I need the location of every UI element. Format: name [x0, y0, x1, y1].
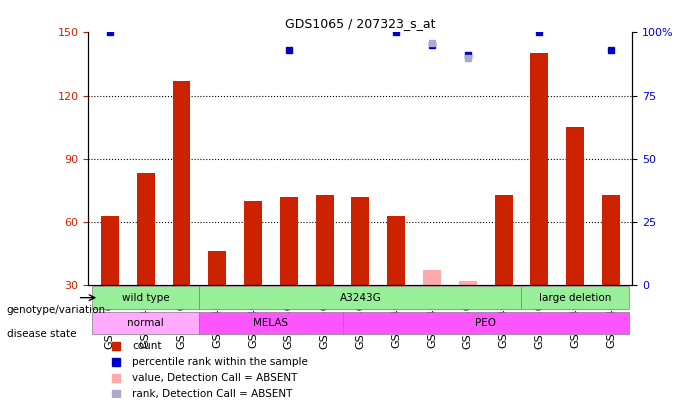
Bar	[208, 252, 226, 285]
Bar	[173, 81, 190, 285]
FancyBboxPatch shape	[199, 311, 343, 334]
Text: value, Detection Call = ABSENT: value, Detection Call = ABSENT	[132, 373, 297, 383]
Text: large deletion: large deletion	[539, 293, 611, 303]
Text: wild type: wild type	[122, 293, 169, 303]
Bar	[387, 215, 405, 285]
Text: normal: normal	[127, 318, 164, 328]
Bar	[280, 196, 298, 285]
Bar	[602, 194, 620, 285]
Bar	[101, 215, 119, 285]
Text: A3243G: A3243G	[339, 293, 381, 303]
Bar	[423, 270, 441, 285]
Bar	[494, 194, 513, 285]
Bar	[316, 194, 334, 285]
Bar	[459, 281, 477, 285]
FancyBboxPatch shape	[522, 286, 629, 309]
Text: genotype/variation: genotype/variation	[7, 305, 106, 315]
Title: GDS1065 / 207323_s_at: GDS1065 / 207323_s_at	[285, 17, 436, 30]
FancyBboxPatch shape	[343, 311, 629, 334]
Text: MELAS: MELAS	[254, 318, 288, 328]
Text: disease state: disease state	[7, 329, 76, 339]
FancyBboxPatch shape	[199, 286, 522, 309]
FancyBboxPatch shape	[92, 286, 199, 309]
Text: PEO: PEO	[475, 318, 496, 328]
Text: percentile rank within the sample: percentile rank within the sample	[132, 357, 308, 367]
Text: count: count	[132, 341, 161, 351]
Bar	[566, 127, 584, 285]
Bar	[137, 173, 154, 285]
FancyBboxPatch shape	[92, 311, 199, 334]
Text: rank, Detection Call = ABSENT: rank, Detection Call = ABSENT	[132, 389, 292, 399]
Bar	[530, 53, 548, 285]
Bar	[352, 196, 369, 285]
Bar	[244, 201, 262, 285]
